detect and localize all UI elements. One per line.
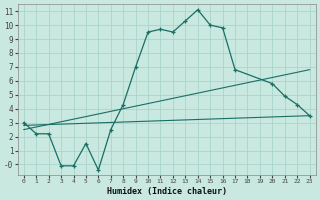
X-axis label: Humidex (Indice chaleur): Humidex (Indice chaleur) (107, 187, 227, 196)
